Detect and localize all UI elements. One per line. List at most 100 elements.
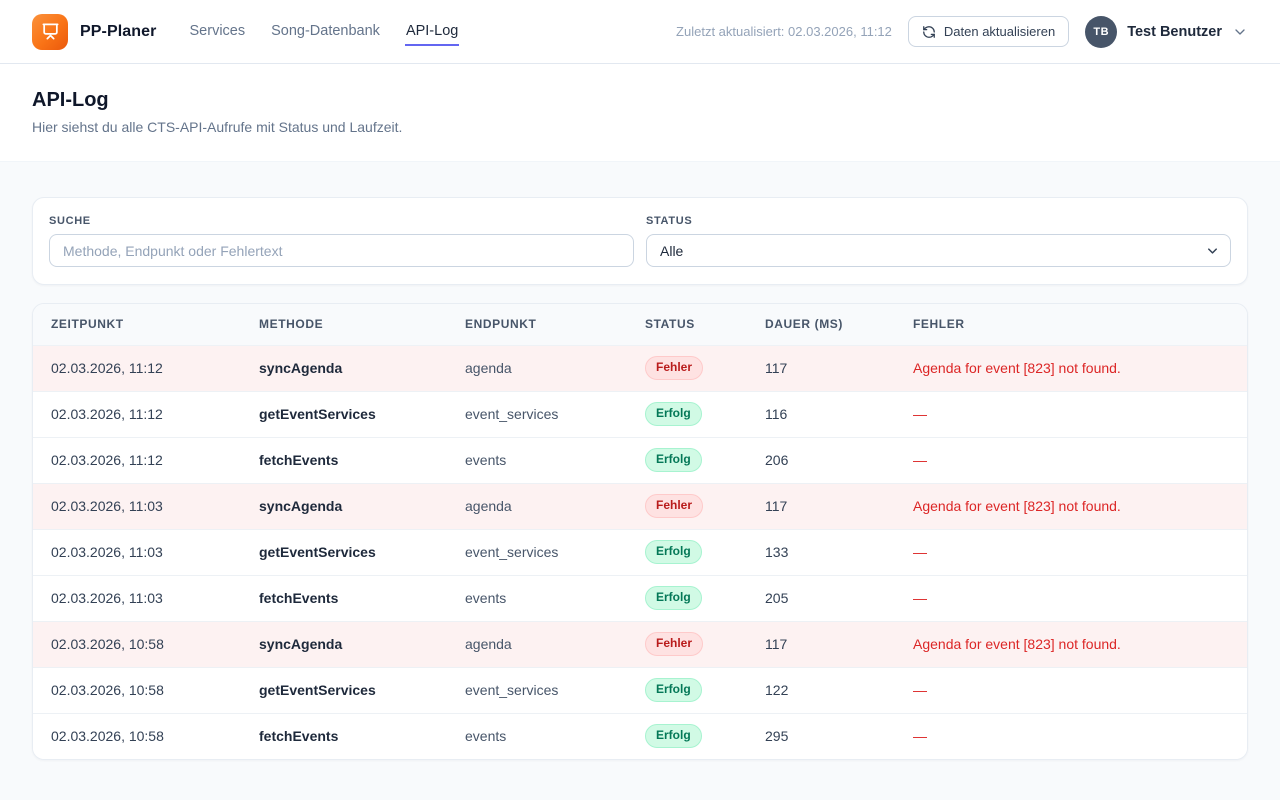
nav-item-song-datenbank[interactable]: Song-Datenbank xyxy=(271,22,380,39)
topbar-left: PP-Planer Services Song-Datenbank API-Lo… xyxy=(32,13,460,50)
cell-method: fetchEvents xyxy=(259,452,339,468)
cell-duration: 133 xyxy=(765,544,789,560)
search-label: SUCHE xyxy=(49,215,91,227)
cell-duration: 122 xyxy=(765,682,789,698)
col-header-dauer: DAUER (MS) xyxy=(747,304,895,346)
cell-error: Agenda for event [823] not found. xyxy=(913,360,1121,376)
cell-endpoint: agenda xyxy=(465,498,512,514)
avatar: TB xyxy=(1085,15,1118,48)
presentation-icon xyxy=(42,23,58,40)
refresh-button-label: Daten aktualisieren xyxy=(943,24,1056,39)
cell-method: getEventServices xyxy=(259,544,376,560)
status-badge: Fehler xyxy=(645,356,704,380)
cell-status: Erfolg xyxy=(627,391,747,437)
table-row: 02.03.2026, 11:03 syncAgenda agenda Fehl… xyxy=(33,483,1247,529)
user-name: Test Benutzer xyxy=(1127,23,1222,40)
cell-duration: 206 xyxy=(765,452,789,468)
cell-duration: 117 xyxy=(765,360,788,376)
table-row: 02.03.2026, 11:12 syncAgenda agenda Fehl… xyxy=(33,345,1247,391)
user-menu[interactable]: TB Test Benutzer xyxy=(1085,15,1248,48)
refresh-icon xyxy=(922,25,935,38)
status-badge: Erfolg xyxy=(645,540,702,564)
cell-timestamp: 02.03.2026, 11:12 xyxy=(51,406,163,422)
cell-timestamp: 02.03.2026, 11:03 xyxy=(51,498,163,514)
nav-item-services[interactable]: Services xyxy=(189,22,246,39)
api-log-table-card: ZEITPUNKT METHODE ENDPUNKT STATUS DAUER … xyxy=(32,303,1248,760)
chevron-down-icon xyxy=(1232,24,1248,40)
status-badge: Erfolg xyxy=(645,586,702,610)
page-title: API-Log xyxy=(32,89,109,111)
cell-error: — xyxy=(913,544,927,560)
topbar-right: Zuletzt aktualisiert: 02.03.2026, 11:12 … xyxy=(676,15,1248,48)
table-row: 02.03.2026, 11:12 getEventServices event… xyxy=(33,391,1247,437)
status-badge: Erfolg xyxy=(645,724,702,749)
col-header-zeitpunkt: ZEITPUNKT xyxy=(33,304,241,346)
cell-method: fetchEvents xyxy=(259,590,339,606)
cell-error: — xyxy=(913,406,927,422)
brand: PP-Planer xyxy=(32,13,157,50)
cell-endpoint: event_services xyxy=(465,682,559,698)
table-row: 02.03.2026, 11:03 fetchEvents events Erf… xyxy=(33,575,1247,621)
cell-duration: 117 xyxy=(765,636,788,652)
search-input[interactable] xyxy=(49,234,634,267)
cell-status: Fehler xyxy=(627,345,747,391)
status-field-group: STATUS Alle xyxy=(646,215,1231,267)
status-select-wrap: Alle xyxy=(646,234,1231,267)
table-row: 02.03.2026, 10:58 fetchEvents events Erf… xyxy=(33,713,1247,759)
table-row: 02.03.2026, 10:58 syncAgenda agenda Fehl… xyxy=(33,621,1247,667)
cell-endpoint: agenda xyxy=(465,636,512,652)
app-logo xyxy=(32,13,68,50)
api-log-table: ZEITPUNKT METHODE ENDPUNKT STATUS DAUER … xyxy=(33,304,1247,759)
table-row: 02.03.2026, 11:03 getEventServices event… xyxy=(33,529,1247,575)
cell-endpoint: event_services xyxy=(465,544,559,560)
cell-timestamp: 02.03.2026, 11:03 xyxy=(51,544,163,560)
status-badge: Erfolg xyxy=(645,402,702,426)
status-badge: Erfolg xyxy=(645,448,702,472)
cell-duration: 295 xyxy=(765,728,789,745)
cell-status: Erfolg xyxy=(627,667,747,713)
cell-error: — xyxy=(913,590,927,606)
cell-timestamp: 02.03.2026, 10:58 xyxy=(51,682,164,698)
topbar: PP-Planer Services Song-Datenbank API-Lo… xyxy=(0,0,1280,64)
cell-endpoint: event_services xyxy=(465,406,559,422)
search-field-group: SUCHE xyxy=(49,215,634,267)
status-badge: Fehler xyxy=(645,494,704,518)
cell-method: syncAgenda xyxy=(259,498,343,514)
col-header-status: STATUS xyxy=(627,304,747,346)
cell-status: Erfolg xyxy=(627,713,747,759)
cell-error: Agenda for event [823] not found. xyxy=(913,636,1121,652)
cell-error: Agenda for event [823] not found. xyxy=(913,498,1121,514)
col-header-endpunkt: ENDPUNKT xyxy=(447,304,627,346)
page-subtitle: Hier siehst du alle CTS-API-Aufrufe mit … xyxy=(32,119,403,135)
cell-method: getEventServices xyxy=(259,406,376,422)
cell-endpoint: events xyxy=(465,728,507,745)
refresh-data-button[interactable]: Daten aktualisieren xyxy=(907,16,1070,47)
cell-timestamp: 02.03.2026, 11:12 xyxy=(51,452,163,468)
brand-name: PP-Planer xyxy=(80,22,157,40)
table-row: 02.03.2026, 10:58 getEventServices event… xyxy=(33,667,1247,713)
cell-duration: 116 xyxy=(765,406,788,422)
status-label: STATUS xyxy=(646,215,693,227)
cell-error: — xyxy=(913,452,927,468)
cell-endpoint: events xyxy=(465,590,507,606)
main-nav: Services Song-Datenbank API-Log xyxy=(189,18,460,46)
cell-method: syncAgenda xyxy=(259,360,343,376)
cell-status: Fehler xyxy=(627,483,747,529)
cell-status: Erfolg xyxy=(627,529,747,575)
last-updated-text: Zuletzt aktualisiert: 02.03.2026, 11:12 xyxy=(676,24,892,39)
col-header-fehler: FEHLER xyxy=(895,304,1247,346)
nav-item-api-log[interactable]: API-Log xyxy=(404,18,460,46)
filter-card: SUCHE STATUS Alle xyxy=(32,197,1248,285)
table-head: ZEITPUNKT METHODE ENDPUNKT STATUS DAUER … xyxy=(33,304,1247,346)
page-header: API-Log Hier siehst du alle CTS-API-Aufr… xyxy=(0,64,1280,162)
cell-method: syncAgenda xyxy=(259,636,343,652)
cell-timestamp: 02.03.2026, 10:58 xyxy=(51,728,164,745)
status-select[interactable]: Alle xyxy=(646,234,1231,267)
log-table-body: 02.03.2026, 11:12 syncAgenda agenda Fehl… xyxy=(33,345,1247,759)
cell-timestamp: 02.03.2026, 10:58 xyxy=(51,636,164,652)
cell-method: fetchEvents xyxy=(259,728,339,745)
cell-endpoint: events xyxy=(465,452,507,468)
cell-status: Fehler xyxy=(627,621,747,667)
cell-method: getEventServices xyxy=(259,682,376,698)
cell-timestamp: 02.03.2026, 11:12 xyxy=(51,360,163,376)
